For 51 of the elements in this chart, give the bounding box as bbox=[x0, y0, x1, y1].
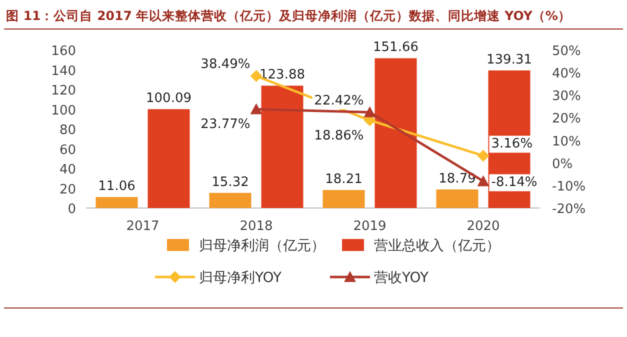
y2-tick-label: 20% bbox=[552, 112, 581, 127]
x-tick-label: 2019 bbox=[353, 219, 386, 234]
legend-label: 归母净利润（亿元） bbox=[199, 238, 325, 254]
data-label: 11.06 bbox=[98, 179, 136, 194]
y2-tick-label: 10% bbox=[552, 134, 581, 150]
data-label: 15.32 bbox=[212, 174, 249, 190]
point bbox=[250, 70, 262, 82]
y2-tick-label: -10% bbox=[552, 179, 586, 194]
bar bbox=[374, 58, 417, 208]
point bbox=[477, 150, 490, 162]
y-tick-label: 100 bbox=[51, 103, 76, 118]
x-tick-label: 2020 bbox=[466, 219, 500, 234]
y-tick-label: 160 bbox=[51, 44, 76, 59]
data-label: -8.14% bbox=[491, 175, 538, 190]
data-label: 38.49% bbox=[200, 56, 250, 72]
y-tick-label: 80 bbox=[59, 123, 76, 138]
x-tick-label: 2018 bbox=[240, 219, 273, 234]
y2-tick-label: -20% bbox=[552, 202, 586, 217]
y-tick-label: 20 bbox=[59, 182, 76, 198]
x-tick-label: 2017 bbox=[126, 219, 160, 234]
legend-label: 归母净利YOY bbox=[199, 270, 282, 286]
point bbox=[250, 103, 262, 114]
bar bbox=[209, 192, 252, 208]
data-label: 100.09 bbox=[146, 91, 192, 106]
data-label: 23.77% bbox=[200, 117, 250, 132]
data-label: 3.16% bbox=[491, 136, 533, 152]
legend-label: 营收YOY bbox=[374, 270, 430, 286]
bar bbox=[322, 190, 365, 208]
data-label: 18.86% bbox=[314, 128, 364, 144]
data-label: 139.31 bbox=[486, 52, 532, 68]
bar bbox=[436, 189, 478, 208]
data-label: 18.21 bbox=[325, 172, 362, 188]
data-label: 22.42% bbox=[314, 93, 364, 108]
y2-tick-label: 30% bbox=[552, 89, 581, 104]
y-tick-label: 0 bbox=[68, 202, 76, 217]
y2-tick-label: 40% bbox=[552, 66, 581, 82]
y2-tick-label: 50% bbox=[552, 44, 581, 59]
y-tick-label: 60 bbox=[59, 142, 76, 158]
data-label: 151.66 bbox=[373, 40, 418, 56]
data-label: 123.88 bbox=[260, 68, 305, 83]
point bbox=[364, 106, 376, 118]
chart-title: 图 11：公司自 2017 年以来整体营收（亿元）及归母净利润（亿元）数据、同比增速 YOY（%） bbox=[6, 8, 571, 23]
y2-tick-label: 0% bbox=[552, 156, 573, 172]
y-tick-label: 40 bbox=[59, 162, 76, 178]
y-tick-label: 140 bbox=[51, 64, 76, 79]
bar bbox=[148, 109, 190, 208]
point bbox=[477, 175, 490, 186]
bar bbox=[261, 86, 304, 208]
bar bbox=[96, 197, 138, 208]
legend-label: 营业总收入（亿元） bbox=[374, 238, 500, 254]
y-tick-label: 120 bbox=[51, 84, 76, 98]
